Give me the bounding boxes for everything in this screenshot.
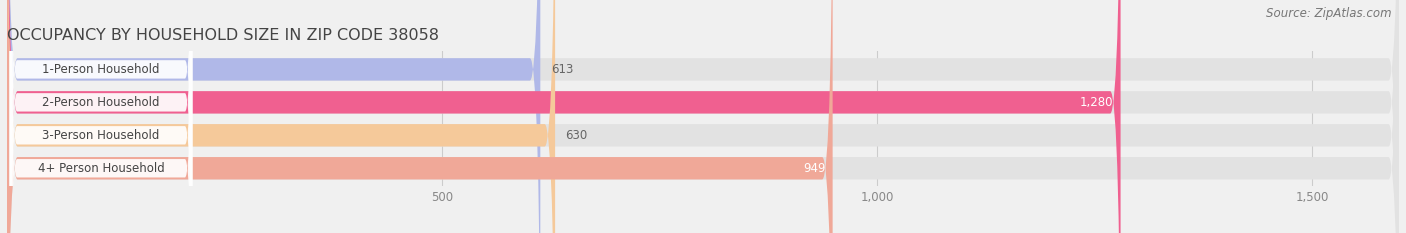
Text: Source: ZipAtlas.com: Source: ZipAtlas.com bbox=[1267, 7, 1392, 20]
FancyBboxPatch shape bbox=[7, 0, 540, 233]
Text: OCCUPANCY BY HOUSEHOLD SIZE IN ZIP CODE 38058: OCCUPANCY BY HOUSEHOLD SIZE IN ZIP CODE … bbox=[7, 28, 439, 43]
FancyBboxPatch shape bbox=[7, 0, 1399, 233]
Text: 613: 613 bbox=[551, 63, 574, 76]
FancyBboxPatch shape bbox=[7, 0, 1399, 233]
FancyBboxPatch shape bbox=[7, 0, 832, 233]
Text: 630: 630 bbox=[565, 129, 588, 142]
FancyBboxPatch shape bbox=[7, 0, 555, 233]
Text: 949: 949 bbox=[803, 162, 825, 175]
FancyBboxPatch shape bbox=[7, 0, 1121, 233]
Text: 1,280: 1,280 bbox=[1080, 96, 1114, 109]
FancyBboxPatch shape bbox=[7, 0, 1399, 233]
FancyBboxPatch shape bbox=[10, 0, 193, 233]
Text: 1-Person Household: 1-Person Household bbox=[42, 63, 160, 76]
FancyBboxPatch shape bbox=[10, 0, 193, 233]
Text: 4+ Person Household: 4+ Person Household bbox=[38, 162, 165, 175]
Text: 3-Person Household: 3-Person Household bbox=[42, 129, 160, 142]
Text: 2-Person Household: 2-Person Household bbox=[42, 96, 160, 109]
FancyBboxPatch shape bbox=[10, 0, 193, 233]
FancyBboxPatch shape bbox=[7, 0, 1399, 233]
FancyBboxPatch shape bbox=[10, 0, 193, 233]
